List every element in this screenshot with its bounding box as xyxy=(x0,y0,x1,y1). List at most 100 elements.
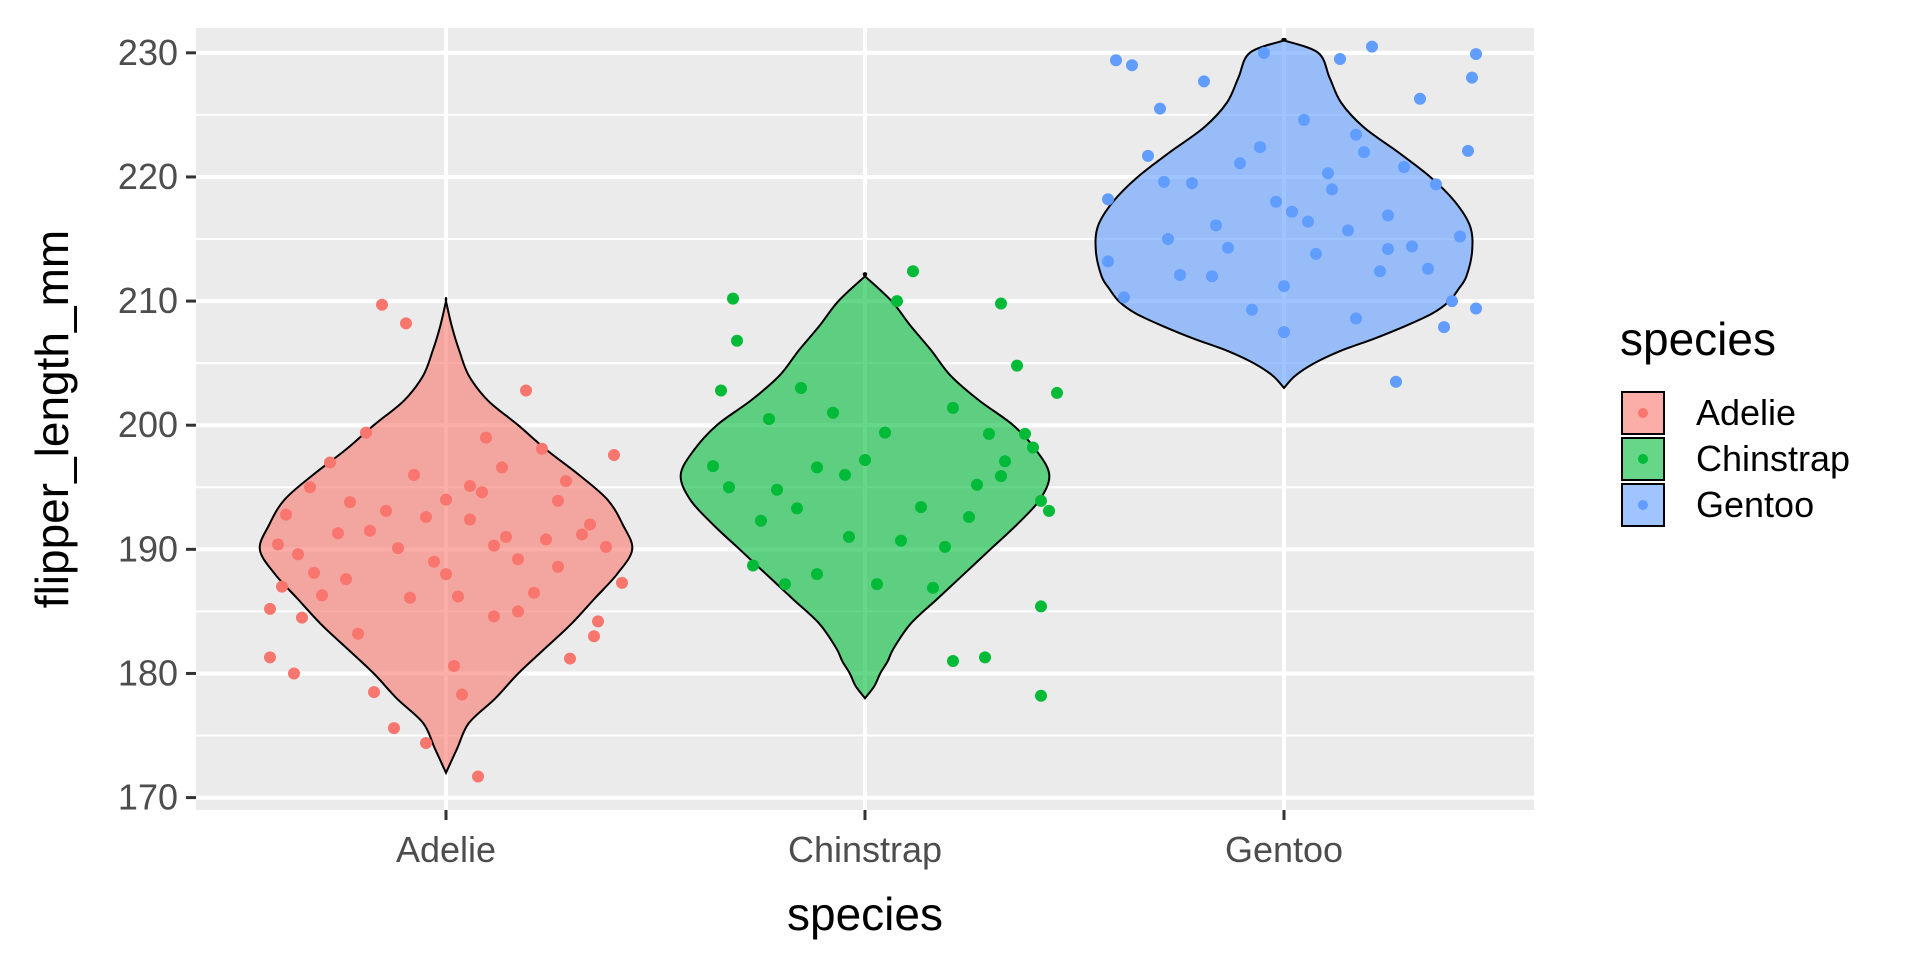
point-chinstrap xyxy=(995,297,1007,310)
point-adelie xyxy=(420,736,432,749)
point-chinstrap xyxy=(727,292,739,305)
point-chinstrap xyxy=(763,413,775,425)
point-gentoo xyxy=(1110,54,1122,67)
point-chinstrap xyxy=(995,470,1007,483)
point-gentoo xyxy=(1286,205,1298,218)
point-gentoo xyxy=(1470,48,1482,61)
y-tick-label: 210 xyxy=(118,280,178,321)
point-chinstrap xyxy=(979,651,991,664)
point-adelie xyxy=(552,560,564,573)
point-adelie xyxy=(592,615,604,628)
point-adelie xyxy=(560,475,572,488)
point-gentoo xyxy=(1278,326,1290,339)
point-adelie xyxy=(264,651,276,664)
point-gentoo xyxy=(1470,302,1482,315)
point-adelie xyxy=(448,660,460,673)
point-adelie xyxy=(332,527,344,540)
point-chinstrap xyxy=(755,514,767,527)
point-gentoo xyxy=(1158,175,1170,188)
legend-title: species xyxy=(1620,313,1776,365)
y-tick-label: 190 xyxy=(118,528,178,569)
point-adelie xyxy=(536,442,548,455)
legend-point-gentoo xyxy=(1638,500,1648,510)
point-adelie xyxy=(540,533,552,546)
point-adelie xyxy=(512,553,524,566)
point-gentoo xyxy=(1406,240,1418,253)
point-adelie xyxy=(276,580,288,593)
point-adelie xyxy=(388,722,400,735)
x-tick-label: Gentoo xyxy=(1225,829,1343,870)
point-gentoo xyxy=(1186,177,1198,190)
point-adelie xyxy=(288,667,300,680)
x-axis-title: species xyxy=(787,888,943,940)
point-gentoo xyxy=(1326,183,1338,196)
y-tick-label: 220 xyxy=(118,156,178,197)
point-chinstrap xyxy=(999,455,1011,468)
point-chinstrap xyxy=(723,481,735,494)
point-adelie xyxy=(588,630,600,643)
point-adelie xyxy=(344,496,356,509)
point-adelie xyxy=(476,486,488,499)
point-adelie xyxy=(340,573,352,586)
point-gentoo xyxy=(1102,193,1114,206)
point-chinstrap xyxy=(1035,494,1047,507)
point-chinstrap xyxy=(1035,600,1047,613)
point-adelie xyxy=(472,770,484,783)
point-adelie xyxy=(360,426,372,439)
point-gentoo xyxy=(1210,219,1222,232)
point-chinstrap xyxy=(907,265,919,278)
y-tick-label: 180 xyxy=(118,652,178,693)
point-gentoo xyxy=(1438,321,1450,334)
point-gentoo xyxy=(1162,233,1174,246)
point-gentoo xyxy=(1298,113,1310,126)
point-adelie xyxy=(500,530,512,543)
point-adelie xyxy=(404,591,416,604)
point-gentoo xyxy=(1234,157,1246,170)
point-chinstrap xyxy=(827,406,839,419)
point-chinstrap xyxy=(971,478,983,491)
point-chinstrap xyxy=(1043,504,1055,517)
point-gentoo xyxy=(1374,265,1386,278)
point-chinstrap xyxy=(795,381,807,394)
point-adelie xyxy=(392,542,404,555)
point-gentoo xyxy=(1246,303,1258,316)
point-chinstrap xyxy=(839,468,851,481)
point-gentoo xyxy=(1270,195,1282,208)
point-chinstrap xyxy=(811,461,823,474)
point-chinstrap xyxy=(1035,689,1047,702)
point-adelie xyxy=(464,513,476,526)
point-chinstrap xyxy=(947,655,959,668)
point-chinstrap xyxy=(779,578,791,591)
point-chinstrap xyxy=(859,453,871,466)
point-chinstrap xyxy=(927,581,939,594)
point-adelie xyxy=(564,652,576,665)
legend-label-gentoo: Gentoo xyxy=(1696,484,1814,525)
point-gentoo xyxy=(1206,270,1218,283)
y-tick-label: 170 xyxy=(118,777,178,818)
point-adelie xyxy=(584,518,596,531)
point-gentoo xyxy=(1382,209,1394,222)
point-gentoo xyxy=(1154,102,1166,115)
point-adelie xyxy=(512,605,524,618)
point-gentoo xyxy=(1422,262,1434,275)
point-adelie xyxy=(616,576,628,589)
point-adelie xyxy=(408,468,420,481)
point-chinstrap xyxy=(715,384,727,397)
point-adelie xyxy=(600,540,612,553)
point-gentoo xyxy=(1102,255,1114,268)
point-adelie xyxy=(380,504,392,517)
point-adelie xyxy=(316,589,328,602)
point-adelie xyxy=(452,590,464,603)
point-chinstrap xyxy=(891,295,903,308)
point-gentoo xyxy=(1342,224,1354,237)
point-adelie xyxy=(264,602,276,615)
point-chinstrap xyxy=(747,559,759,572)
point-adelie xyxy=(520,384,532,397)
axes: 170 180 190 200 210 220 230 Adelie Chinstrap Gent… xyxy=(118,32,1343,870)
point-gentoo xyxy=(1254,141,1266,154)
jitter-points xyxy=(264,40,1482,783)
point-gentoo xyxy=(1310,247,1322,260)
point-adelie xyxy=(576,528,588,541)
point-adelie xyxy=(296,611,308,624)
point-chinstrap xyxy=(939,540,951,553)
